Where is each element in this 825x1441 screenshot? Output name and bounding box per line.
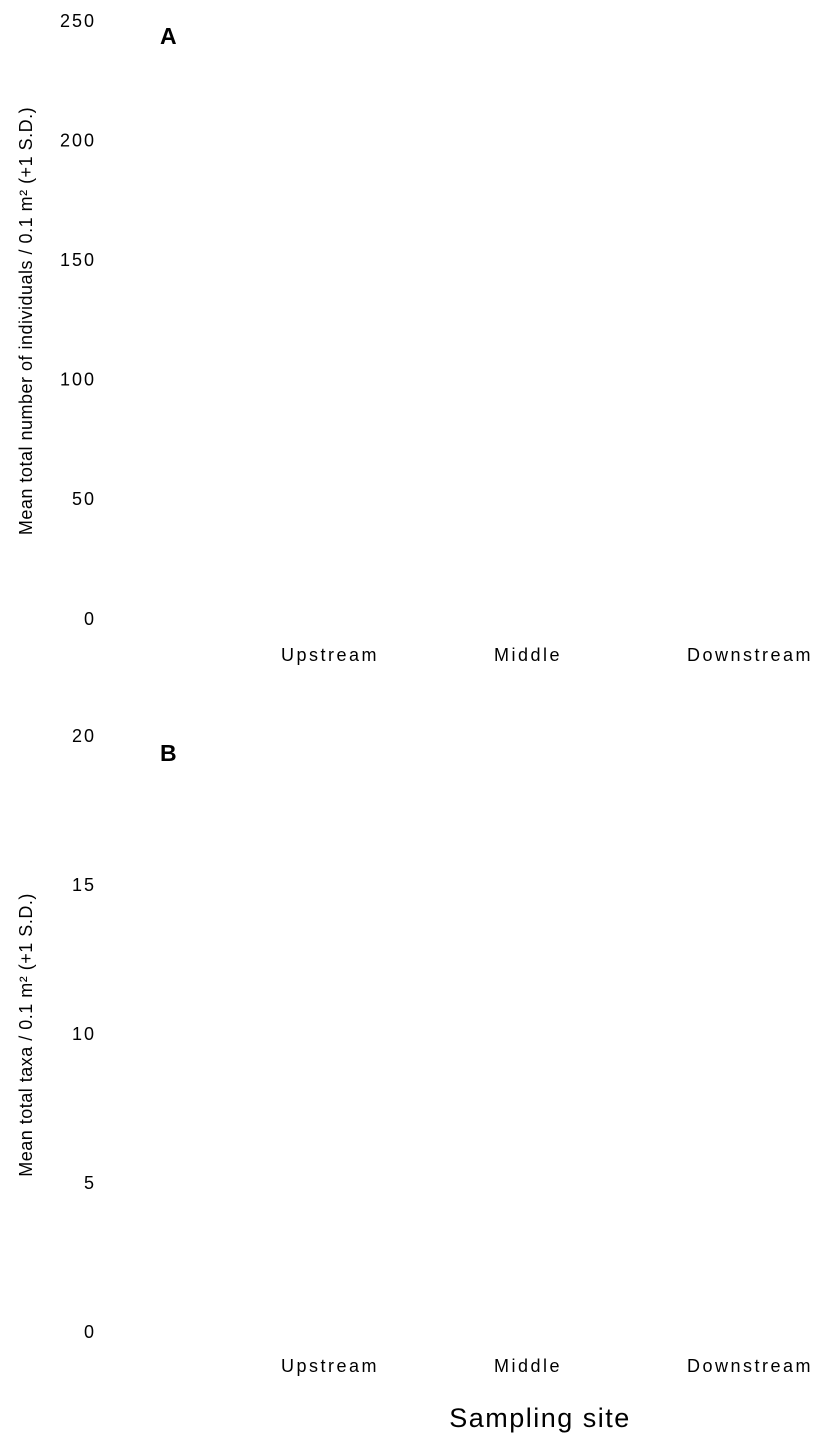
y-tick-label: 5: [84, 1173, 96, 1193]
y-axis-label: Mean total taxa / 0.1 m² (+1 S.D.): [16, 893, 36, 1177]
y-tick-label: 15: [72, 875, 96, 895]
x-tick-label: Middle: [494, 645, 562, 665]
x-tick-label: Upstream: [281, 645, 379, 665]
y-tick-label: 200: [60, 130, 96, 150]
y-tick-label: 150: [60, 250, 96, 270]
x-axis-label: Sampling site: [449, 1403, 631, 1433]
x-tick-label: Upstream: [281, 1356, 379, 1376]
y-tick-label: 50: [72, 489, 96, 509]
y-tick-label: 100: [60, 370, 96, 390]
y-axis-label: Mean total number of individuals / 0.1 m…: [16, 107, 36, 535]
y-tick-label: 20: [72, 726, 96, 746]
y-tick-label: 0: [84, 609, 96, 629]
x-tick-label: Middle: [494, 1356, 562, 1376]
y-tick-label: 10: [72, 1024, 96, 1044]
panel-label: A: [160, 23, 177, 49]
x-tick-label: Downstream: [687, 1356, 813, 1376]
y-tick-label: 250: [60, 11, 96, 31]
x-tick-label: Downstream: [687, 645, 813, 665]
y-tick-label: 0: [84, 1322, 96, 1342]
panel-label: B: [160, 740, 177, 766]
